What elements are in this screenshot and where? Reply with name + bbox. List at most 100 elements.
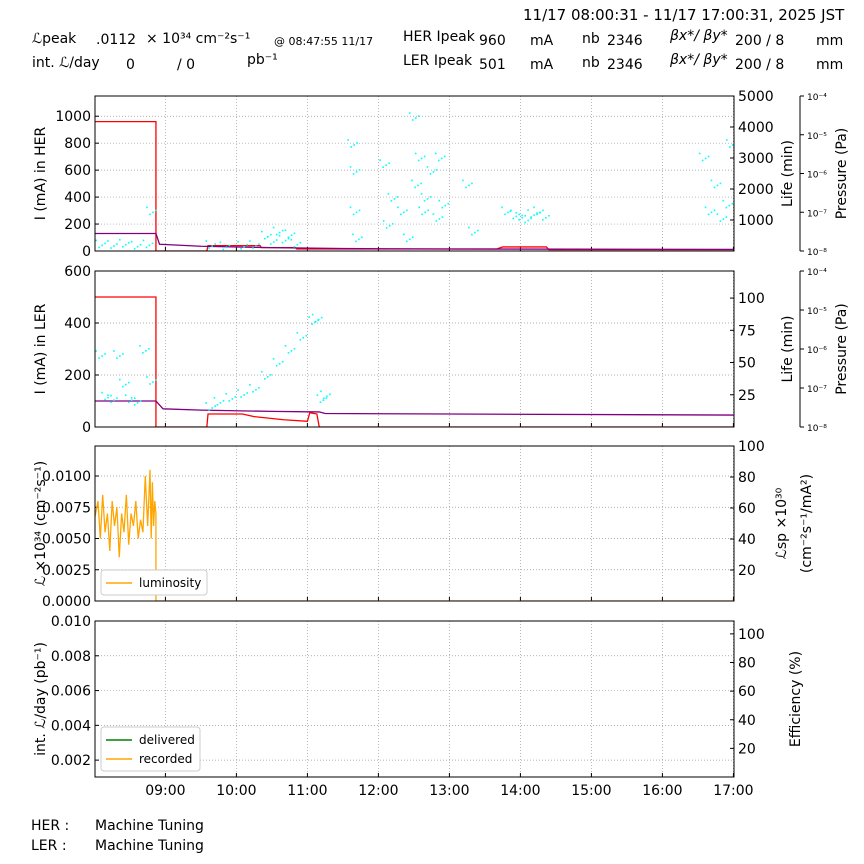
life-point	[139, 400, 142, 402]
y-tick-label: 0	[82, 420, 91, 436]
life-point	[287, 237, 290, 240]
y-tick-label: 0.0050	[42, 532, 91, 548]
series-line-current	[95, 296, 734, 427]
life-point	[510, 209, 512, 212]
plot-frame	[94, 445, 735, 602]
life-point	[426, 166, 429, 168]
life-point	[719, 182, 722, 185]
life-point	[136, 245, 139, 248]
life-point	[260, 230, 263, 233]
legend-box	[100, 569, 208, 596]
life-point	[515, 215, 518, 218]
life-point	[258, 243, 260, 245]
life-point	[155, 379, 157, 381]
life-point	[284, 345, 287, 347]
y2-tick-label: 40	[738, 532, 756, 548]
life-point	[462, 179, 464, 182]
life-point	[124, 394, 127, 396]
lpeak-unit: × 10³⁴ cm⁻²s⁻¹	[146, 31, 251, 47]
life-point	[122, 353, 124, 355]
y-tick-label: 0.0100	[42, 469, 91, 485]
life-point	[130, 397, 133, 399]
life-point	[468, 226, 470, 229]
life-point	[388, 225, 391, 227]
life-point	[429, 173, 432, 175]
life-point	[440, 157, 443, 160]
life-point	[352, 173, 355, 175]
life-point	[284, 239, 287, 242]
life-point	[432, 213, 435, 215]
life-point	[728, 204, 731, 207]
y2-tick-label: 80	[738, 470, 756, 486]
life-point	[95, 350, 97, 352]
life-point	[382, 166, 384, 168]
pressure-tick-label: 10⁻⁸	[807, 424, 827, 434]
y2-axis-label: Efficiency (%)	[788, 651, 804, 747]
life-point	[237, 389, 239, 391]
life-point	[149, 213, 151, 216]
y2-tick-label: 50	[738, 356, 756, 372]
life-point	[127, 381, 130, 384]
legend-label-recorded: recorded	[139, 752, 192, 766]
life-point	[104, 353, 106, 355]
life-point	[308, 316, 310, 318]
life-point	[211, 407, 213, 409]
life-point	[246, 392, 248, 394]
life-point	[110, 401, 112, 403]
y-tick-label: 0.004	[51, 718, 91, 734]
life-point	[278, 234, 281, 237]
lpeak-value: .0112	[96, 32, 137, 48]
life-point	[278, 363, 281, 365]
y2-tick-label: 25	[738, 388, 756, 404]
life-point	[205, 240, 207, 242]
life-point	[95, 239, 97, 242]
life-point	[349, 166, 352, 168]
y2-tick-label: 60	[738, 501, 756, 517]
life-point	[524, 221, 526, 224]
life-point	[252, 247, 254, 249]
life-point	[421, 213, 423, 216]
life-point	[296, 332, 299, 334]
life-point	[263, 237, 266, 240]
life-point	[441, 206, 444, 209]
y-tick-label: 0	[82, 244, 91, 260]
life-point	[107, 396, 109, 399]
life-point	[107, 240, 109, 242]
ler-beta-label: βx*/ βy*	[670, 52, 728, 68]
life-point	[98, 246, 100, 249]
life-point	[423, 155, 426, 158]
life-point	[719, 220, 722, 222]
y-tick-label: 400	[64, 190, 91, 206]
life-point	[116, 357, 118, 359]
her-beta-label: βx*/ βy*	[670, 28, 728, 44]
her-nb-label: nb	[582, 31, 600, 47]
series-group	[95, 296, 734, 427]
ler-beta-value: 200 / 8	[735, 57, 785, 73]
life-point	[258, 387, 260, 389]
life-point	[299, 241, 302, 244]
life-point	[136, 402, 139, 404]
life-point	[216, 404, 219, 406]
life-point	[225, 246, 228, 249]
life-point	[707, 155, 710, 158]
life-point	[325, 397, 328, 399]
life-point	[515, 211, 518, 214]
life-point	[152, 211, 154, 214]
life-point	[432, 171, 435, 173]
life-point	[411, 119, 414, 121]
her-nb-value: 2346	[607, 33, 643, 49]
life-point	[278, 231, 281, 234]
life-point	[269, 233, 272, 236]
life-point	[352, 233, 354, 236]
life-point	[146, 376, 148, 378]
life-point	[205, 402, 207, 404]
life-point	[725, 206, 728, 209]
life-point	[414, 152, 417, 155]
life-point	[347, 139, 349, 141]
legend-label-luminosity: luminosity	[139, 576, 201, 590]
life-point	[530, 217, 532, 220]
life-point	[130, 399, 133, 401]
life-point	[272, 226, 275, 229]
life-point	[222, 248, 225, 251]
